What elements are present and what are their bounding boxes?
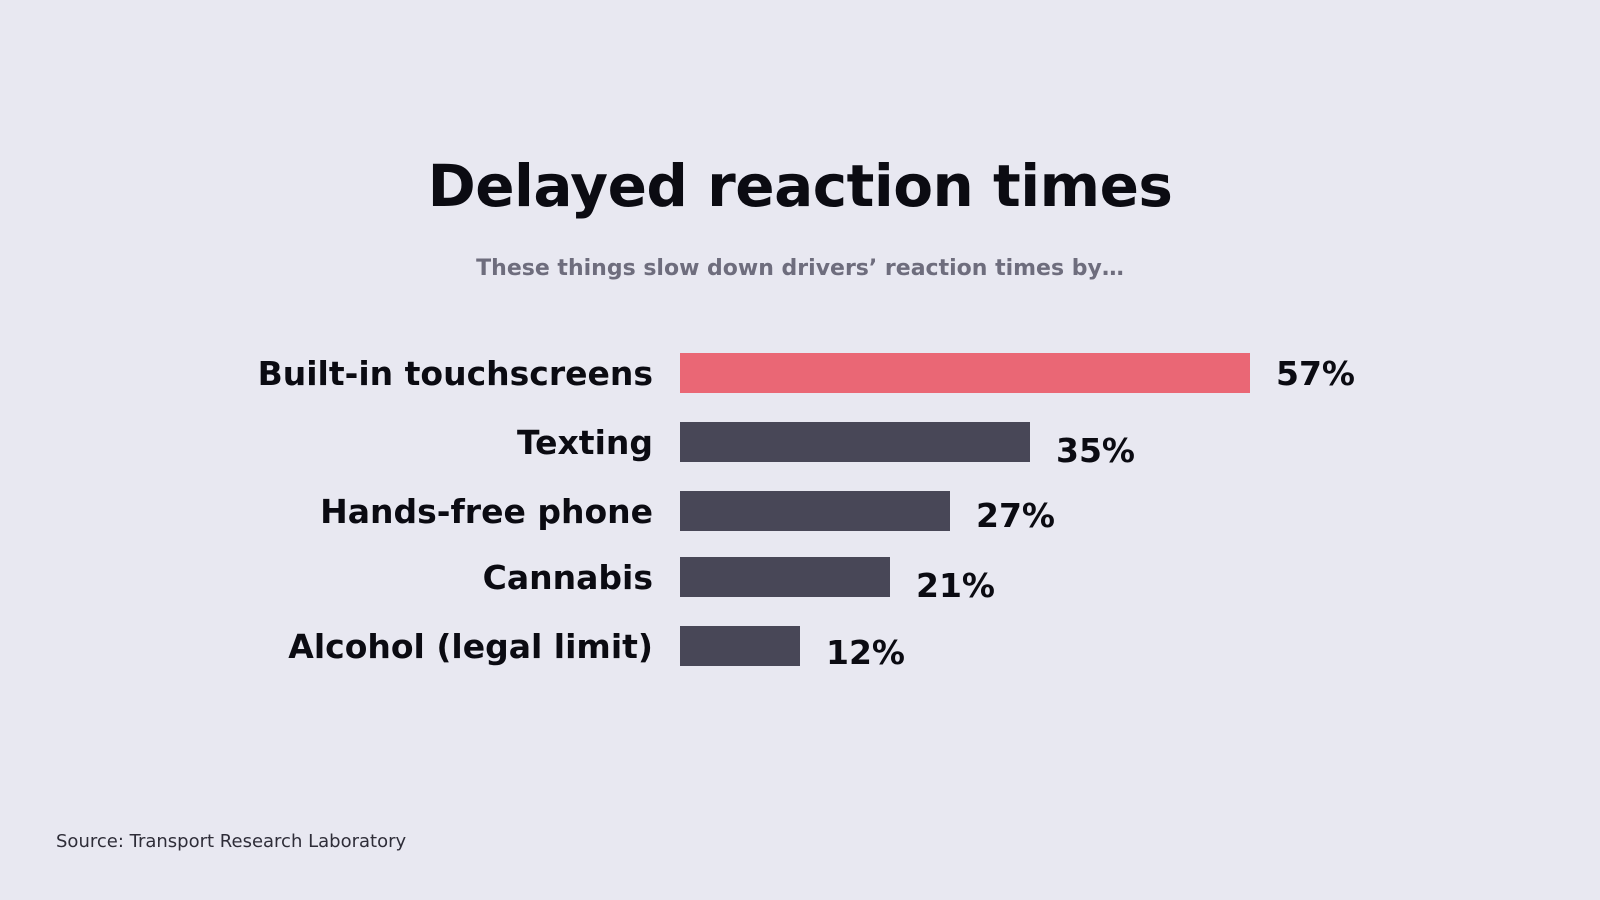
value-label: 12% <box>826 633 905 672</box>
category-label: Alcohol (legal limit) <box>288 627 653 666</box>
category-label: Built-in touchscreens <box>258 354 653 393</box>
value-label: 35% <box>1056 431 1135 470</box>
value-label: 21% <box>916 566 995 605</box>
category-label: Hands-free phone <box>320 492 653 531</box>
bar-hands-free-phone <box>680 491 950 531</box>
bar-cannabis <box>680 557 890 597</box>
bar-texting <box>680 422 1030 462</box>
category-label: Texting <box>517 423 653 462</box>
value-label: 27% <box>976 496 1055 535</box>
category-label: Cannabis <box>483 558 653 597</box>
value-label: 57% <box>1276 354 1355 393</box>
source-note: Source: Transport Research Laboratory <box>56 831 407 852</box>
bar-built-in-touchscreens <box>680 353 1250 393</box>
chart-subtitle: These things slow down drivers’ reaction… <box>476 256 1124 281</box>
chart-title: Delayed reaction times <box>427 152 1173 220</box>
bar-alcohol-legal-limit <box>680 626 800 666</box>
